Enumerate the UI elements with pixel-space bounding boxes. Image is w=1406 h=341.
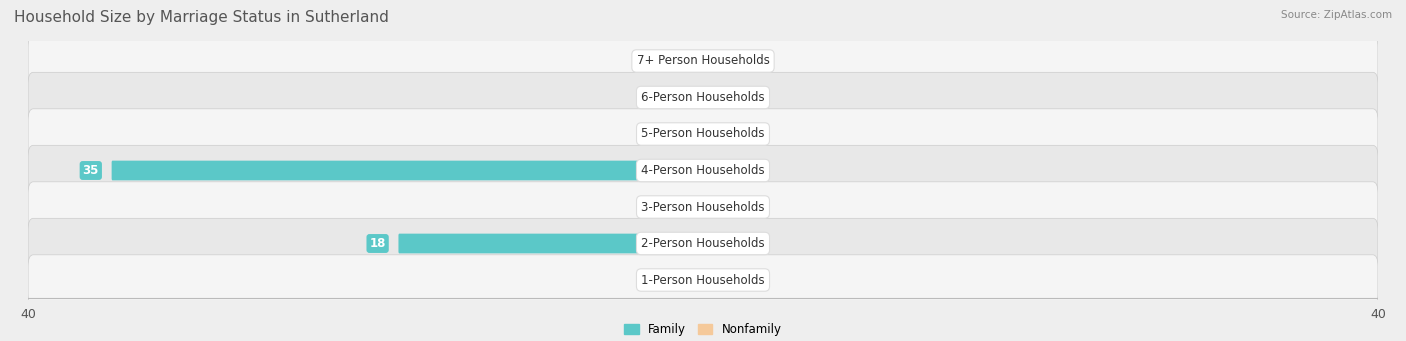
- Text: 0: 0: [754, 237, 761, 250]
- FancyBboxPatch shape: [702, 88, 747, 107]
- FancyBboxPatch shape: [702, 234, 747, 253]
- Text: 1-Person Households: 1-Person Households: [641, 273, 765, 286]
- FancyBboxPatch shape: [28, 218, 1378, 269]
- FancyBboxPatch shape: [702, 197, 747, 217]
- FancyBboxPatch shape: [702, 270, 747, 290]
- Text: 0: 0: [645, 128, 652, 140]
- FancyBboxPatch shape: [28, 182, 1378, 232]
- Text: 0: 0: [754, 91, 761, 104]
- Text: 0: 0: [645, 273, 652, 286]
- FancyBboxPatch shape: [28, 72, 1378, 123]
- FancyBboxPatch shape: [398, 234, 704, 253]
- FancyBboxPatch shape: [659, 124, 704, 144]
- Text: 7+ Person Households: 7+ Person Households: [637, 55, 769, 68]
- Text: 35: 35: [83, 164, 98, 177]
- Text: 0: 0: [754, 55, 761, 68]
- Text: 0: 0: [645, 91, 652, 104]
- FancyBboxPatch shape: [702, 124, 747, 144]
- Text: 4-Person Households: 4-Person Households: [641, 164, 765, 177]
- Legend: Family, Nonfamily: Family, Nonfamily: [620, 318, 786, 341]
- FancyBboxPatch shape: [28, 36, 1378, 86]
- Text: 0: 0: [645, 55, 652, 68]
- Text: 0: 0: [754, 128, 761, 140]
- Text: 5-Person Households: 5-Person Households: [641, 128, 765, 140]
- Text: 3-Person Households: 3-Person Households: [641, 201, 765, 213]
- Text: 0: 0: [754, 164, 761, 177]
- Text: 0: 0: [754, 273, 761, 286]
- FancyBboxPatch shape: [28, 255, 1378, 305]
- FancyBboxPatch shape: [659, 197, 704, 217]
- FancyBboxPatch shape: [659, 51, 704, 71]
- Text: Household Size by Marriage Status in Sutherland: Household Size by Marriage Status in Sut…: [14, 10, 389, 25]
- Text: 18: 18: [370, 237, 385, 250]
- FancyBboxPatch shape: [659, 88, 704, 107]
- FancyBboxPatch shape: [28, 109, 1378, 159]
- FancyBboxPatch shape: [702, 161, 747, 180]
- Text: 6-Person Households: 6-Person Households: [641, 91, 765, 104]
- FancyBboxPatch shape: [659, 270, 704, 290]
- Text: 0: 0: [754, 201, 761, 213]
- FancyBboxPatch shape: [111, 161, 704, 180]
- Text: 2-Person Households: 2-Person Households: [641, 237, 765, 250]
- FancyBboxPatch shape: [702, 51, 747, 71]
- Text: Source: ZipAtlas.com: Source: ZipAtlas.com: [1281, 10, 1392, 20]
- FancyBboxPatch shape: [28, 145, 1378, 196]
- Text: 0: 0: [645, 201, 652, 213]
